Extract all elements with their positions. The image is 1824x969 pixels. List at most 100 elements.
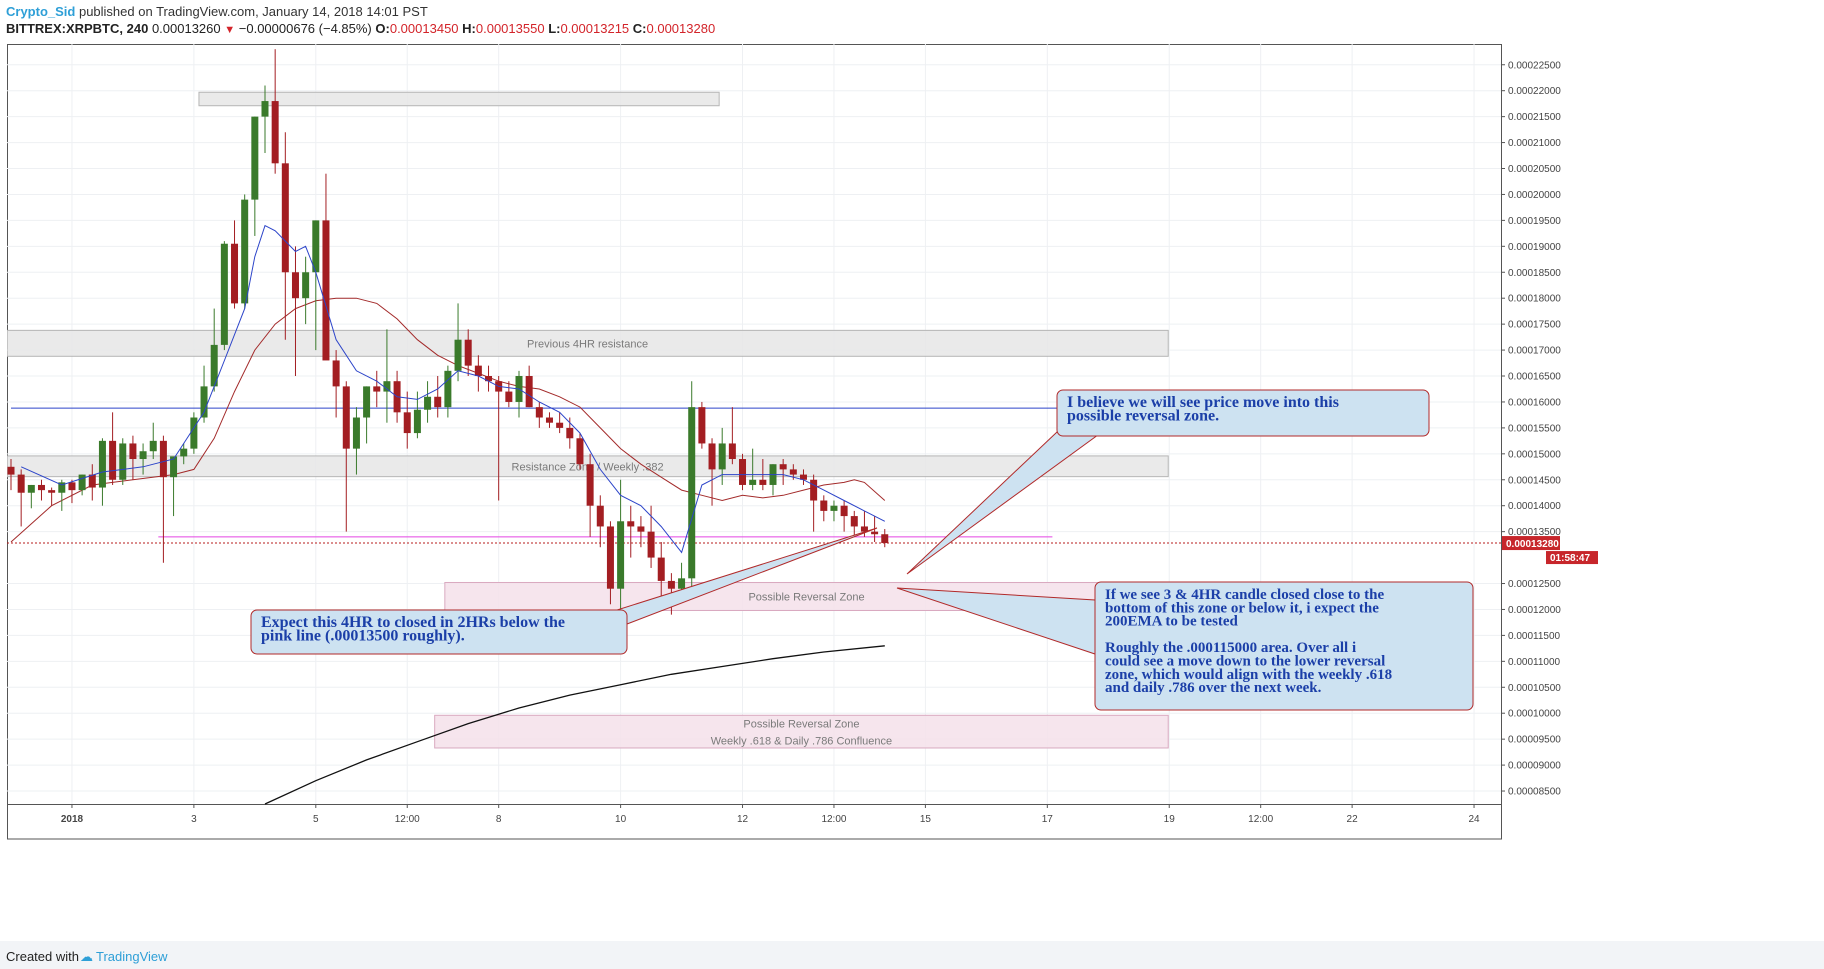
candle-body bbox=[251, 116, 259, 200]
price-tick-label: 0.00021000 bbox=[1508, 138, 1561, 149]
price-tick-label: 0.00017000 bbox=[1508, 346, 1561, 357]
callout-top-right: I believe we will see price move into th… bbox=[906, 389, 1430, 575]
candle bbox=[799, 469, 807, 485]
candle bbox=[373, 370, 381, 408]
callout-line: bottom of this zone or below it, i expec… bbox=[1105, 600, 1379, 616]
candle-body bbox=[261, 101, 269, 117]
candle-body bbox=[109, 440, 117, 480]
candle-body bbox=[48, 490, 56, 493]
candle-body bbox=[454, 339, 462, 371]
time-tick-label: 12 bbox=[737, 814, 749, 825]
high-label: H: bbox=[462, 21, 476, 36]
time-tick-label: 17 bbox=[1042, 814, 1054, 825]
candle bbox=[464, 329, 472, 377]
chart-area[interactable]: Previous 4HR resistance Resistance Zone /… bbox=[6, 44, 1813, 939]
candle bbox=[637, 516, 645, 548]
candle bbox=[210, 308, 218, 392]
price-tick-label: 0.00012000 bbox=[1508, 605, 1561, 616]
candle-body bbox=[810, 479, 818, 501]
candle bbox=[728, 407, 736, 465]
candle bbox=[190, 412, 198, 454]
candle-body bbox=[200, 386, 208, 418]
candle-body bbox=[860, 526, 868, 532]
callout-bottom-left: Expect this 4HR to closed in 2HRs below … bbox=[250, 527, 878, 655]
candle bbox=[657, 542, 665, 600]
candle-body bbox=[525, 376, 533, 408]
candle-body bbox=[545, 417, 553, 423]
tradingview-logo-icon[interactable]: ☁ bbox=[80, 949, 93, 964]
candle bbox=[312, 220, 320, 351]
candle-body bbox=[464, 339, 472, 366]
footer-bar: Created with ☁ TradingView bbox=[0, 941, 1824, 969]
time-tick-label: 12:00 bbox=[395, 814, 420, 825]
candle-body bbox=[586, 464, 594, 506]
last-price: 0.00013260 bbox=[151, 21, 221, 36]
candle bbox=[68, 479, 76, 504]
ema-fast-line bbox=[20, 224, 886, 554]
candle bbox=[749, 448, 757, 491]
candle bbox=[352, 407, 360, 475]
candle-body bbox=[58, 482, 66, 493]
candle-body bbox=[139, 451, 147, 460]
candle-body bbox=[657, 557, 665, 581]
candle-body bbox=[667, 580, 675, 589]
candle bbox=[454, 303, 462, 382]
candle-body bbox=[789, 469, 797, 475]
candle-body bbox=[7, 466, 15, 475]
candle-body bbox=[799, 474, 807, 480]
high-value: 0.00013550 bbox=[475, 21, 545, 36]
candle-body bbox=[779, 464, 787, 470]
candle bbox=[261, 85, 269, 153]
candle-body bbox=[850, 516, 858, 527]
candle bbox=[535, 401, 543, 428]
low-value: 0.00013215 bbox=[560, 21, 630, 36]
price-tick-label: 0.00021500 bbox=[1508, 112, 1561, 123]
time-tick-label: 24 bbox=[1468, 814, 1480, 825]
time-tick-label: 8 bbox=[496, 814, 502, 825]
candle-body bbox=[739, 459, 747, 485]
callout-line: and daily .786 over the next week. bbox=[1105, 680, 1322, 696]
candle bbox=[109, 412, 117, 485]
candle bbox=[322, 173, 330, 361]
callout-fill bbox=[1058, 391, 1428, 435]
symbol-label: BITTREX:XRPBTC, 240 bbox=[6, 21, 149, 36]
chart-background bbox=[7, 44, 1813, 939]
author-name[interactable]: Crypto_Sid bbox=[6, 4, 76, 19]
price-tick-label: 0.00016500 bbox=[1508, 372, 1561, 383]
candle bbox=[281, 132, 289, 340]
close-label: C: bbox=[632, 21, 647, 36]
candle bbox=[434, 376, 442, 418]
candle-body bbox=[698, 407, 706, 444]
candle-body bbox=[840, 505, 848, 517]
possible-reversal-zone-1-label: Possible Reversal Zone bbox=[748, 591, 864, 603]
callout-line: I believe we will see price move into th… bbox=[1067, 394, 1339, 411]
candle-body bbox=[535, 407, 543, 418]
candle-body bbox=[596, 505, 604, 527]
change-value: −0.00000676 (−4.85%) bbox=[238, 21, 372, 36]
candle-body bbox=[291, 272, 299, 299]
candle bbox=[170, 456, 178, 517]
candle bbox=[302, 256, 310, 325]
candle bbox=[159, 435, 167, 563]
candle-body bbox=[708, 443, 716, 470]
published-text: published on TradingView.com, January 14… bbox=[78, 4, 428, 19]
previous-4hr-resistance bbox=[6, 329, 1169, 357]
candle bbox=[525, 365, 533, 408]
candle-body bbox=[322, 220, 330, 361]
candle bbox=[37, 479, 45, 501]
price-tick-label: 0.00009500 bbox=[1508, 735, 1561, 746]
time-tick-label: 15 bbox=[920, 814, 932, 825]
price-tick-label: 0.00018500 bbox=[1508, 268, 1561, 279]
candle-body bbox=[180, 448, 188, 457]
countdown-tag bbox=[1546, 551, 1598, 565]
current-price-tag-label: 0.00013280 bbox=[1506, 539, 1559, 550]
candle bbox=[586, 453, 594, 537]
candle-body bbox=[312, 220, 320, 273]
price-tick-label: 0.00019000 bbox=[1508, 242, 1561, 253]
candle bbox=[474, 355, 482, 392]
candle-body bbox=[37, 484, 45, 491]
candle bbox=[596, 495, 604, 548]
candle-body bbox=[413, 409, 421, 434]
tradingview-link[interactable]: TradingView bbox=[96, 949, 168, 964]
